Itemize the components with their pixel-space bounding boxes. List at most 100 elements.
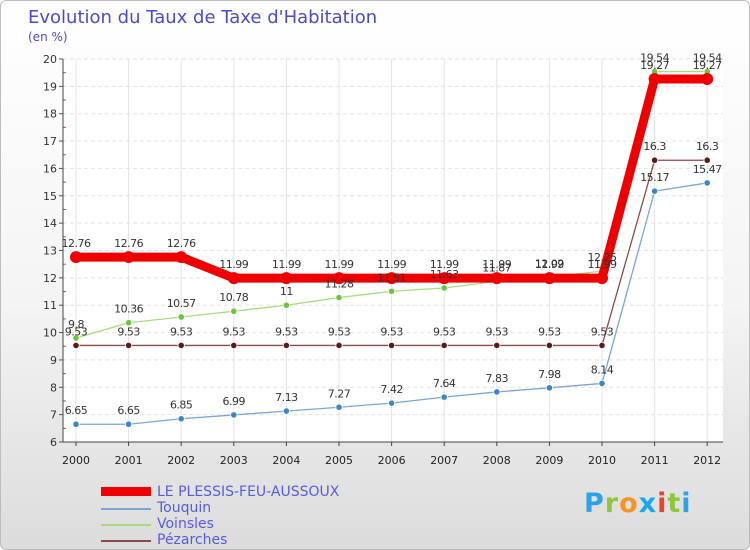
y-tick-label: 18	[43, 108, 57, 121]
data-point	[438, 272, 451, 285]
data-label: 15.47	[693, 163, 722, 176]
data-point	[125, 341, 133, 350]
data-label: 12.76	[167, 237, 196, 250]
data-label: 10.36	[114, 303, 143, 316]
data-label: 10.57	[167, 297, 196, 310]
y-tick-label: 19	[43, 80, 57, 93]
legend-item: Pézarches	[101, 532, 401, 548]
logo-letter: o	[619, 488, 639, 519]
data-point	[177, 415, 185, 423]
data-label: 9.53	[65, 325, 88, 338]
legend-label: Pézarches	[157, 532, 228, 548]
y-tick-label: 8	[50, 381, 57, 394]
data-point	[440, 341, 448, 350]
y-tick-label: 10	[43, 327, 57, 340]
logo-letter: r	[604, 488, 620, 519]
data-point	[335, 403, 343, 411]
x-tick-label: 2010	[588, 454, 616, 467]
data-point	[387, 341, 396, 350]
data-point	[703, 179, 711, 187]
data-label: 11.28	[325, 278, 354, 291]
y-tick-label: 9	[50, 354, 57, 367]
data-label: 9.53	[170, 325, 193, 338]
data-point	[125, 420, 133, 428]
data-point	[72, 341, 80, 350]
data-label: 6.65	[65, 404, 88, 417]
data-label: 9.53	[275, 325, 298, 338]
data-point	[335, 293, 343, 302]
data-label: 11	[280, 285, 293, 298]
data-point	[230, 341, 238, 350]
data-label: 16.3	[696, 140, 719, 153]
data-point	[230, 307, 238, 315]
x-tick-label: 2008	[483, 454, 511, 467]
y-tick-label: 15	[43, 190, 57, 203]
data-label: 11.63	[430, 268, 459, 281]
data-label: 7.27	[328, 387, 351, 400]
data-label: 11.99	[325, 258, 354, 271]
y-tick-label: 16	[43, 162, 57, 175]
legend-label: Touquin	[157, 500, 212, 516]
legend-swatch	[101, 487, 151, 496]
data-label: 7.83	[486, 372, 509, 385]
data-label: 7.42	[380, 383, 403, 396]
data-label: 11.99	[535, 258, 564, 271]
logo-letter: t	[667, 488, 682, 519]
data-point	[72, 334, 80, 342]
data-point	[598, 341, 606, 350]
y-tick-label: 6	[50, 436, 57, 449]
data-point	[650, 156, 659, 164]
data-label: 9.8	[68, 318, 84, 331]
y-tick-label: 7	[50, 409, 57, 422]
data-label: 8.14	[591, 363, 614, 376]
data-label: 15.17	[640, 171, 669, 184]
data-label: 12.02	[535, 257, 564, 270]
data-label: 11.99	[272, 258, 301, 271]
legend-label: LE PLESSIS-FEU-AUSSOUX	[157, 484, 340, 500]
data-label: 6.85	[170, 399, 193, 412]
x-tick-label: 2005	[325, 454, 353, 467]
data-label: 7.13	[275, 391, 298, 404]
data-point	[335, 341, 343, 350]
y-tick-label: 11	[43, 299, 57, 312]
y-tick-label: 20	[43, 53, 57, 66]
data-point	[72, 420, 80, 428]
data-label: 19.54	[640, 52, 669, 65]
data-label: 12.25	[588, 251, 617, 264]
chart-title: Evolution du Taux de Taxe d'Habitation	[28, 7, 378, 28]
data-label: 10.78	[219, 291, 248, 304]
data-point	[70, 251, 82, 264]
x-tick-label: 2011	[641, 454, 669, 467]
data-point	[493, 388, 501, 396]
data-point	[282, 407, 290, 415]
data-point	[387, 399, 396, 407]
logo-letter: i	[681, 488, 692, 519]
data-label: 9.53	[538, 325, 561, 338]
x-tick-label: 2012	[693, 454, 721, 467]
data-point	[703, 156, 711, 164]
legend-item: Touquin	[101, 500, 401, 516]
logo-letter: x	[638, 488, 658, 519]
data-point	[440, 284, 448, 292]
data-label: 11.99	[430, 258, 459, 271]
data-label: 11.99	[482, 258, 511, 271]
chart-subtitle: (en %)	[28, 30, 68, 44]
data-point	[333, 272, 345, 285]
proxiti-logo: Proxiti	[584, 488, 692, 519]
data-point	[177, 313, 185, 321]
x-tick-label: 2002	[167, 454, 195, 467]
data-point	[125, 319, 133, 327]
data-point	[175, 251, 188, 264]
data-label: 9.53	[486, 325, 509, 338]
data-point	[543, 272, 556, 285]
data-label: 11.99	[219, 258, 248, 271]
data-point	[177, 341, 185, 350]
data-label: 9.53	[380, 325, 403, 338]
x-tick-label: 2007	[430, 454, 458, 467]
data-label: 7.98	[538, 368, 561, 381]
legend: LE PLESSIS-FEU-AUSSOUX Touquin Voinsles …	[101, 484, 401, 548]
data-point	[490, 272, 503, 285]
data-point	[650, 187, 659, 195]
data-point	[545, 341, 554, 350]
